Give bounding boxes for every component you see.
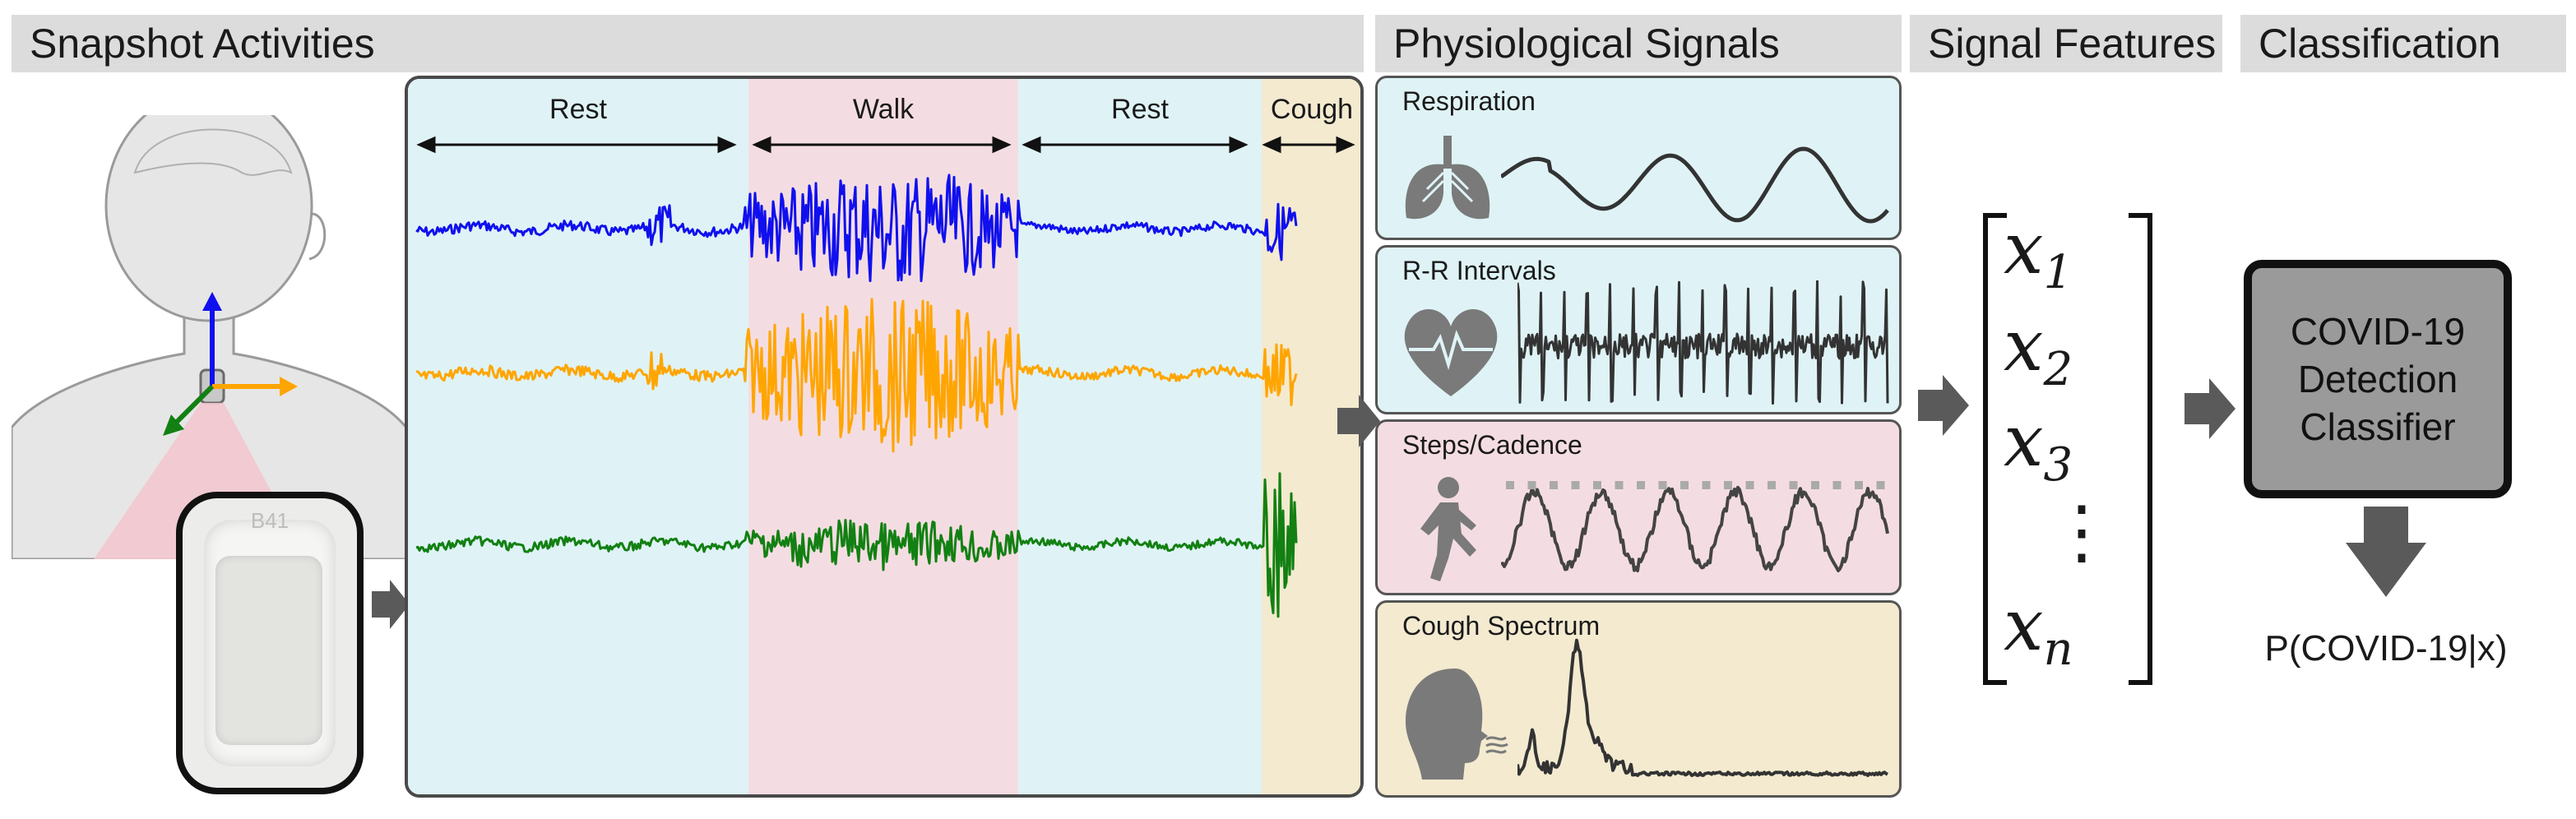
segment-label-rest-2: Rest	[1111, 94, 1169, 125]
arrow-down-to-output	[2346, 507, 2426, 597]
step-peak-marker	[1550, 481, 1558, 489]
feature-x1: x1	[2004, 208, 2073, 300]
signal-box-rr-intervals: R-R Intervals	[1375, 245, 1902, 414]
segment-label-walk: Walk	[852, 94, 915, 125]
signal-title-cough-spectrum: Cough Spectrum	[1402, 611, 1601, 641]
heart-icon	[1404, 308, 1498, 396]
activities-panel: Rest Walk Rest Cough	[405, 76, 1364, 798]
step-peak-marker	[1637, 481, 1645, 489]
step-peak-marker	[1789, 481, 1798, 489]
step-peak-marker	[1768, 481, 1776, 489]
segment-rest-2	[1018, 79, 1262, 794]
signal-box-respiration: Respiration	[1375, 76, 1902, 240]
step-peak-marker	[1876, 481, 1885, 489]
signal-title-steps-cadence: Steps/Cadence	[1402, 430, 1582, 460]
header-physiological-signals: Physiological Signals	[1375, 15, 1902, 72]
arrow-to-classifier	[2185, 378, 2235, 439]
arrow-to-physio-signals	[1337, 395, 1380, 447]
step-peak-marker	[1745, 481, 1754, 489]
covid-classifier-box: COVID-19 Detection Classifier	[2244, 260, 2512, 498]
feature-x3: x3	[2004, 400, 2073, 493]
signal-title-rr-intervals: R-R Intervals	[1402, 256, 1556, 285]
lungs-icon	[1405, 136, 1490, 220]
step-peak-marker	[1855, 481, 1863, 489]
feature-vector: x1 x2 x3 ⋮ xn	[1977, 211, 2158, 687]
coughing-head-icon	[1406, 669, 1508, 780]
step-peak-marker	[1702, 481, 1711, 489]
walking-person-icon	[1420, 477, 1476, 581]
header-snapshot-activities: Snapshot Activities	[12, 15, 1364, 72]
output-probability-label: P(COVID-19|x)	[2264, 628, 2508, 669]
step-peak-marker	[1615, 481, 1624, 489]
segment-rest-1	[408, 79, 748, 794]
vector-brackets	[1983, 213, 2152, 685]
cough-spectrum-waveform	[1517, 638, 1888, 777]
rr-line	[1517, 280, 1889, 405]
step-peak-marker	[1571, 481, 1580, 489]
device-panel	[215, 556, 322, 745]
step-peak-marker	[1527, 481, 1536, 489]
respiration-waveform	[1501, 146, 1889, 224]
step-peak-marker	[1724, 481, 1732, 489]
classifier-line-1: COVID-19	[2290, 310, 2466, 353]
device-label: B41	[250, 508, 290, 533]
classifier-line-3: Classifier	[2300, 405, 2456, 448]
step-peak-marker	[1593, 481, 1601, 489]
arrow-to-feature-vector	[1918, 375, 1969, 436]
feature-ellipsis: ⋮	[2046, 491, 2117, 573]
header-classification: Classification	[2240, 15, 2566, 72]
arrow-device-to-signals	[372, 580, 410, 629]
cough-line	[1517, 638, 1888, 777]
signal-box-cough-spectrum: Cough Spectrum	[1375, 600, 1902, 798]
step-peak-marker	[1680, 481, 1689, 489]
feature-x2: x2	[2004, 305, 2073, 397]
feature-xn: xn	[2004, 585, 2073, 677]
trace-y	[415, 298, 1298, 453]
trace-z	[415, 472, 1298, 618]
segment-label-rest-1: Rest	[549, 94, 607, 125]
step-peak-marker	[1811, 481, 1819, 489]
segment-label-cough: Cough	[1270, 94, 1354, 125]
segment-cough	[1262, 79, 1360, 794]
trace-x	[415, 174, 1298, 283]
step-peak-marker	[1832, 481, 1842, 489]
steps-waveform	[1501, 481, 1889, 573]
respiration-line	[1501, 146, 1889, 224]
wearable-device: B41	[176, 492, 364, 794]
header-signal-features: Signal Features	[1910, 15, 2222, 72]
step-peak-marker	[1506, 481, 1514, 489]
rr-intervals-waveform	[1517, 280, 1889, 405]
signal-title-respiration: Respiration	[1402, 86, 1536, 116]
signal-box-steps-cadence: Steps/Cadence	[1375, 419, 1902, 595]
accelerometer-traces	[415, 136, 1355, 618]
steps-line	[1501, 485, 1889, 573]
classifier-line-2: Detection	[2297, 358, 2458, 400]
step-peak-marker	[1658, 481, 1667, 489]
